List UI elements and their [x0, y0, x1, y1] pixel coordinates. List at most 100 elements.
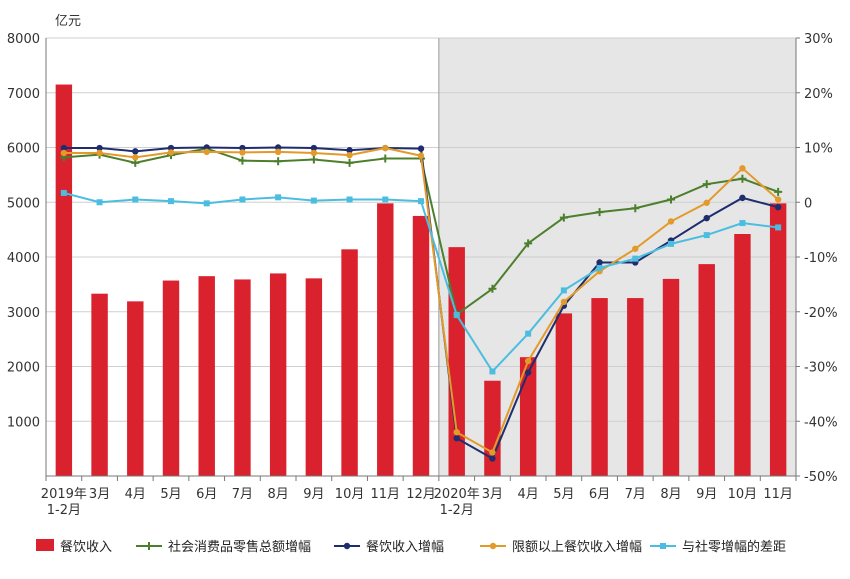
- point-circle: [703, 214, 710, 222]
- point-circle: [96, 144, 103, 152]
- point-square: [453, 312, 460, 319]
- bar: [91, 293, 108, 476]
- bar: [269, 273, 287, 476]
- right-tick-label: 20%: [804, 87, 833, 102]
- point-plus: [488, 284, 497, 293]
- left-tick-label: 5000: [7, 196, 40, 211]
- bar: [341, 249, 358, 476]
- point-circle: [739, 194, 746, 202]
- point-square: [596, 264, 603, 271]
- point-plus: [559, 213, 568, 222]
- bar: [591, 298, 608, 476]
- point-square: [668, 240, 674, 247]
- right-tick-label: -50%: [804, 470, 838, 485]
- right-tick-label: -20%: [804, 306, 838, 321]
- right-tick-label: -30%: [804, 361, 838, 376]
- bar: [55, 84, 73, 476]
- right-tick-label: 10%: [804, 142, 833, 157]
- point-square: [775, 224, 782, 231]
- legend-label: 限额以上餐饮收入增幅: [512, 539, 642, 555]
- point-plus: [524, 239, 533, 248]
- point-square: [703, 232, 710, 239]
- x-tick-label: 8月: [268, 487, 289, 502]
- left-tick-label: 3000: [7, 306, 40, 321]
- right-tick-label: 0: [804, 196, 812, 211]
- point-circle: [417, 152, 425, 159]
- x-tick-label: 11月: [763, 487, 793, 502]
- point-circle: [596, 259, 603, 266]
- legend-label: 餐饮收入增幅: [366, 539, 444, 555]
- point-circle: [667, 218, 675, 225]
- left-tick-label: 4000: [7, 251, 40, 266]
- x-tick-label: 4月: [518, 487, 539, 502]
- legend-swatch-bar: [36, 539, 54, 551]
- point-circle: [489, 455, 496, 462]
- bar: [519, 357, 537, 476]
- bar: [627, 298, 644, 476]
- x-tick-label: 3月: [89, 487, 110, 502]
- line-series: [59, 144, 783, 462]
- legend-label: 社会消费品零售总额增幅: [168, 539, 311, 555]
- point-circle: [346, 151, 353, 159]
- bar: [412, 215, 430, 476]
- point-circle: [382, 144, 389, 152]
- point-circle: [132, 148, 139, 155]
- x-tick-label: 8月: [660, 487, 681, 502]
- x-tick-label: 12月: [406, 487, 436, 502]
- bar: [234, 279, 251, 476]
- bar: [127, 301, 144, 476]
- point-plus: [738, 174, 747, 183]
- point-plus: [595, 208, 604, 217]
- point-square: [346, 196, 353, 203]
- left-tick-label: 1000: [7, 415, 40, 430]
- point-square: [525, 330, 532, 337]
- point-square: [632, 255, 639, 262]
- x-tick-label: 5月: [160, 487, 181, 502]
- x-tick-label: 6月: [196, 487, 217, 502]
- legend-marker: [343, 542, 351, 550]
- point-plus: [345, 158, 354, 167]
- x-tick-label: 1-2月: [440, 503, 474, 518]
- bar: [305, 278, 323, 476]
- legend: 餐饮收入 社会消费品零售总额增幅 餐饮收入增幅 限额以上餐饮收入增幅 与社零增幅的差距: [36, 539, 786, 555]
- point-square: [310, 197, 317, 204]
- point-square: [489, 368, 496, 375]
- right-tick-label: -10%: [804, 251, 838, 266]
- point-circle: [453, 435, 460, 442]
- left-tick-label: 7000: [7, 87, 40, 102]
- x-tick-label: 2020年: [434, 487, 480, 502]
- legend-marker: [489, 542, 497, 550]
- x-tick-label: 11月: [371, 487, 401, 502]
- bar: [734, 234, 751, 476]
- legend-marker: [660, 543, 666, 549]
- point-square: [739, 220, 746, 227]
- point-plus: [702, 180, 711, 189]
- point-circle: [310, 149, 318, 157]
- point-circle: [774, 203, 782, 211]
- point-circle: [203, 144, 210, 151]
- x-tick-label: 7月: [232, 487, 253, 502]
- point-circle: [739, 165, 746, 172]
- legend-label: 餐饮收入: [60, 539, 112, 555]
- x-tick-label: 6月: [589, 487, 610, 502]
- legend-label: 与社零增幅的差距: [682, 539, 786, 555]
- point-circle: [167, 144, 175, 152]
- point-plus: [774, 187, 783, 196]
- x-tick-label: 9月: [303, 487, 324, 502]
- right-tick-label: -40%: [804, 415, 838, 430]
- point-square: [168, 198, 174, 205]
- point-circle: [453, 429, 460, 436]
- point-circle: [310, 144, 318, 152]
- point-circle: [632, 245, 639, 252]
- point-circle: [203, 148, 210, 156]
- point-plus: [381, 154, 390, 163]
- point-square: [203, 200, 210, 207]
- point-square: [418, 198, 424, 205]
- x-tick-label: 9月: [696, 487, 717, 502]
- bar-series: [55, 84, 787, 476]
- point-plus: [238, 156, 247, 165]
- x-tick-label: 5月: [553, 487, 574, 502]
- point-circle: [60, 149, 68, 157]
- point-square: [275, 194, 282, 201]
